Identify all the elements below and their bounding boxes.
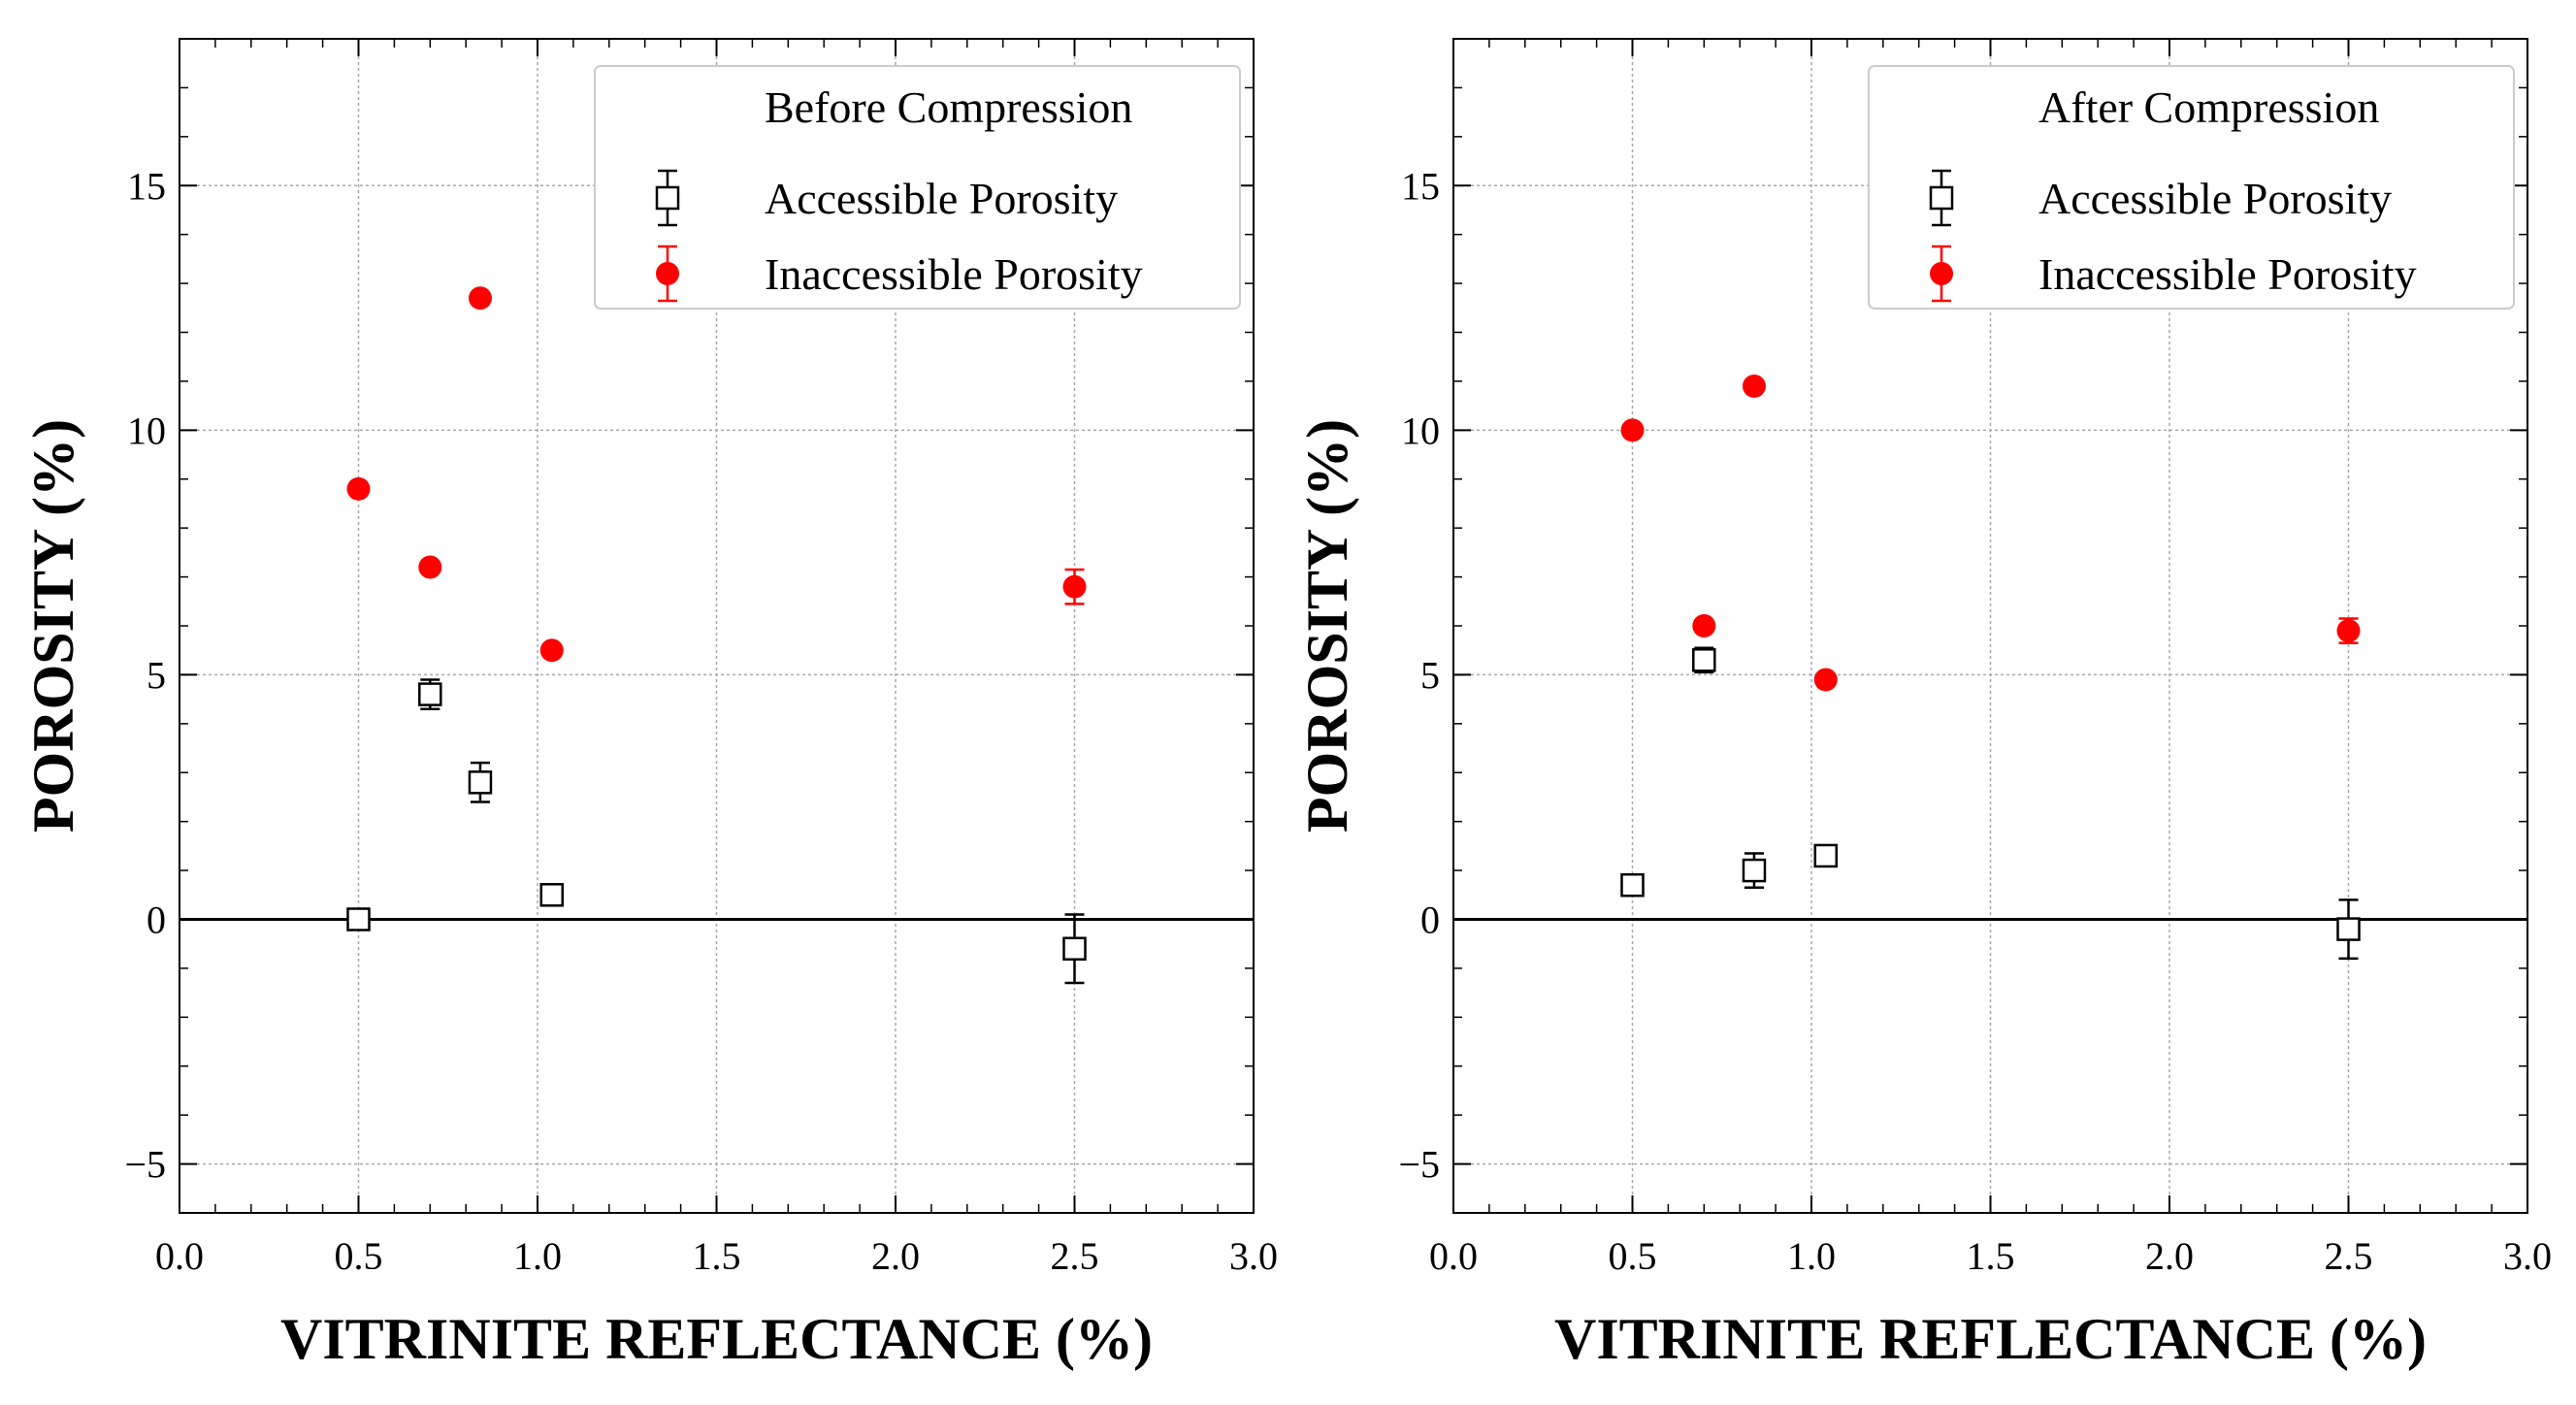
x-tick-label: 1.0 — [513, 1234, 562, 1278]
x-tick-label: 3.0 — [1229, 1234, 1278, 1278]
x-axis-title: VITRINITE REFLECTANCE (%) — [1554, 1307, 2427, 1371]
accessible-porosity-point — [418, 682, 442, 706]
accessible-porosity-point — [468, 770, 493, 795]
y-tick-label: 15 — [1401, 164, 1440, 208]
accessible-porosity-point — [1620, 872, 1645, 898]
chart-panel-1: 0.0 0.5 1.0 1.5 2.0 2.5 3.0 −5 0 5 10 15 VITRINITE R… — [21, 38, 1278, 1371]
y-tick-label: 5 — [147, 653, 166, 697]
y-tick-label: 10 — [127, 408, 166, 452]
legend-label-accessible: Accessible Porosity — [2038, 174, 2392, 223]
inaccessible-porosity-point — [1742, 374, 1766, 398]
plot-frame — [1452, 38, 2528, 1214]
x-tick-label: 1.5 — [1967, 1234, 2015, 1278]
x-tick-label: 2.5 — [2325, 1234, 2373, 1278]
accessible-porosity-point — [539, 883, 565, 907]
legend-label-inaccessible: Inaccessible Porosity — [765, 249, 1143, 299]
x-tick-label: 2.0 — [871, 1234, 920, 1278]
legend-circle-marker-icon — [1930, 262, 1953, 285]
y-tick-label: 10 — [1401, 408, 1440, 452]
inaccessible-porosity-point — [418, 555, 442, 579]
inaccessible-porosity-point — [539, 638, 564, 663]
accessible-porosity-point — [1813, 843, 1839, 868]
legend-label-inaccessible: Inaccessible Porosity — [2038, 249, 2417, 299]
x-tick-label: 0.0 — [155, 1234, 204, 1278]
legend-title: Before Compression — [765, 82, 1132, 132]
legend-circle-marker-icon — [656, 262, 679, 285]
plot-frame — [179, 38, 1255, 1214]
y-tick-label: −5 — [124, 1143, 166, 1187]
accessible-porosity-point — [346, 907, 371, 931]
y-tick-label: 0 — [1420, 899, 1440, 942]
x-axis-title: VITRINITE REFLECTANCE (%) — [280, 1307, 1153, 1371]
y-tick-label: 0 — [147, 899, 166, 942]
x-tick-label: 3.0 — [2503, 1234, 2552, 1278]
legend-square-marker-icon — [1929, 185, 1954, 211]
x-tick-label: 0.5 — [335, 1234, 383, 1278]
accessible-porosity-point — [2336, 917, 2361, 941]
inaccessible-porosity-point — [1813, 668, 1838, 692]
accessible-porosity-point — [1742, 858, 1767, 883]
legend-box — [1868, 65, 2515, 310]
legend-label-accessible: Accessible Porosity — [765, 174, 1118, 223]
inaccessible-porosity-point — [2336, 619, 2361, 643]
legend-square-marker-icon — [655, 185, 680, 211]
y-axis-title: POROSITY (%) — [1295, 419, 1359, 833]
x-tick-label: 2.5 — [1051, 1234, 1099, 1278]
legend-title: After Compression — [2038, 82, 2379, 132]
x-tick-label: 2.0 — [2145, 1234, 2194, 1278]
y-axis-title: POROSITY (%) — [21, 419, 85, 833]
inaccessible-porosity-point — [1692, 614, 1716, 637]
x-tick-label: 1.5 — [693, 1234, 741, 1278]
y-tick-label: −5 — [1398, 1143, 1440, 1187]
accessible-porosity-point — [1062, 936, 1087, 961]
x-tick-label: 0.0 — [1429, 1234, 1478, 1278]
inaccessible-porosity-point — [468, 286, 492, 310]
x-tick-label: 1.0 — [1787, 1234, 1836, 1278]
y-tick-label: 5 — [1420, 653, 1440, 697]
inaccessible-porosity-point — [1620, 418, 1645, 442]
accessible-porosity-point — [1692, 648, 1716, 672]
chart-panel-2: 0.0 0.5 1.0 1.5 2.0 2.5 3.0 −5 0 5 10 15 VITRINITE R… — [1295, 38, 2552, 1371]
y-tick-label: 15 — [127, 164, 166, 208]
inaccessible-porosity-point — [346, 476, 371, 501]
legend-box — [594, 65, 1241, 310]
x-tick-label: 0.5 — [1609, 1234, 1657, 1278]
inaccessible-porosity-point — [1062, 574, 1087, 599]
